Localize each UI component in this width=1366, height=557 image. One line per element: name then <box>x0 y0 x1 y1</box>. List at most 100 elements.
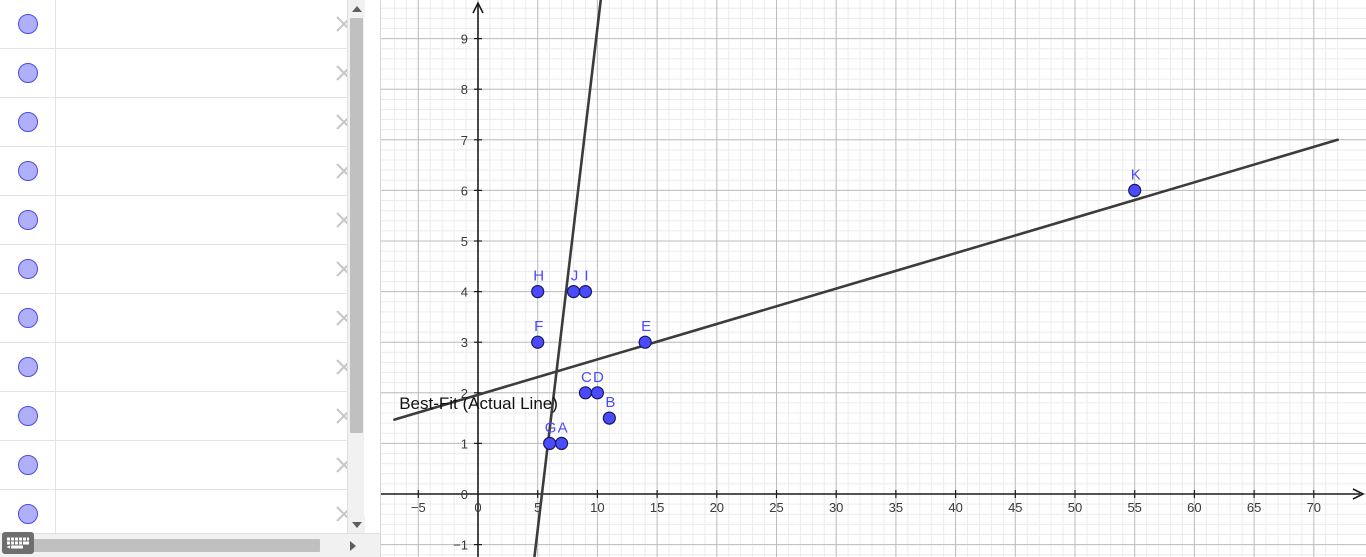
scatter-plot-canvas[interactable]: −5 0 5 10 15 20 25 30 35 40 45 50 55 60 65 70−101234567… <box>381 0 1366 557</box>
line-best-fit-actual-line[interactable] <box>393 138 1339 421</box>
y-tick-label: 2 <box>461 386 468 401</box>
fitted-lines[interactable] <box>393 0 1339 557</box>
line-label: Best-Fit (Actual Line) <box>399 394 558 413</box>
row-marker-cell[interactable] <box>0 391 56 441</box>
algebra-input-field[interactable] <box>56 49 364 98</box>
data-point-G[interactable] <box>543 436 557 450</box>
graphics-view[interactable]: −5 0 5 10 15 20 25 30 35 40 45 50 55 60 65 70 −1 0 1 2 3 4 5 6 7… <box>381 0 1366 557</box>
data-point-label-C: C <box>581 369 592 386</box>
row-marker-cell[interactable] <box>0 440 56 490</box>
point-visibility-marker-icon[interactable] <box>17 210 38 230</box>
row-marker-cell[interactable] <box>0 244 56 294</box>
data-point-label-E: E <box>641 318 651 335</box>
algebra-input-field[interactable] <box>56 490 364 534</box>
sidebar-horizontal-scrollbar[interactable] <box>0 533 381 557</box>
line-trend-line[interactable] <box>533 0 603 557</box>
algebra-input-field[interactable] <box>56 245 364 294</box>
y-tick-label: 9 <box>461 32 468 47</box>
row-marker-cell[interactable] <box>0 48 56 98</box>
data-point-label-J: J <box>571 268 579 285</box>
point-visibility-marker-icon[interactable] <box>17 161 38 181</box>
y-tick-label: 0 <box>461 487 468 502</box>
data-point-A[interactable] <box>554 436 569 450</box>
scroll-right-arrow-icon[interactable] <box>344 537 361 554</box>
algebra-input-field[interactable] <box>56 98 364 147</box>
point-visibility-marker-icon[interactable] <box>17 308 38 328</box>
algebra-input-field[interactable] <box>56 0 364 49</box>
data-point-I[interactable] <box>578 285 593 299</box>
point-visibility-marker-icon[interactable] <box>17 259 38 279</box>
y-tick-label: 8 <box>461 82 468 97</box>
axis-tick-labels: −5 0 5 10 15 20 25 30 35 40 45 50 55 60 65 70−101234567… <box>411 32 1321 553</box>
point-visibility-marker-icon[interactable] <box>17 63 38 83</box>
data-point-E[interactable] <box>638 335 652 349</box>
data-point-label-F: F <box>534 318 543 335</box>
x-tick-label: 40 <box>948 500 962 515</box>
algebra-row[interactable] <box>0 293 364 343</box>
data-point-label-K: K <box>1131 166 1141 183</box>
point-visibility-marker-icon[interactable] <box>17 112 38 132</box>
data-point-D[interactable] <box>590 386 604 400</box>
algebra-row[interactable] <box>0 342 364 392</box>
x-tick-label: 5 <box>534 500 541 515</box>
axes <box>381 1 1365 557</box>
vertical-scrollbar-thumb[interactable] <box>350 18 363 433</box>
algebra-input-field[interactable] <box>56 343 364 392</box>
data-point-F[interactable] <box>531 335 545 349</box>
keyboard-icon <box>5 535 31 551</box>
data-point-H[interactable] <box>531 285 545 299</box>
point-visibility-marker-icon[interactable] <box>17 357 38 377</box>
keyboard-toggle-button[interactable] <box>2 532 34 554</box>
point-visibility-marker-icon[interactable] <box>17 455 38 475</box>
algebra-row[interactable] <box>0 48 364 98</box>
x-tick-label: 65 <box>1247 500 1261 515</box>
row-marker-cell[interactable] <box>0 195 56 245</box>
scroll-down-arrow-icon[interactable] <box>348 516 365 533</box>
point-visibility-marker-icon[interactable] <box>17 504 38 524</box>
algebra-input-field[interactable] <box>56 392 364 441</box>
algebra-input-field[interactable] <box>56 196 364 245</box>
data-point-J[interactable] <box>566 285 581 299</box>
row-marker-cell[interactable] <box>0 293 56 343</box>
algebra-row[interactable] <box>0 146 364 196</box>
algebra-row[interactable] <box>0 391 364 441</box>
x-tick-label: 30 <box>829 500 843 515</box>
x-tick-label: −5 <box>411 500 426 515</box>
row-marker-cell[interactable] <box>0 0 56 49</box>
scroll-up-arrow-icon[interactable] <box>348 0 365 17</box>
x-tick-label: 15 <box>650 500 664 515</box>
data-points[interactable] <box>531 183 1142 450</box>
row-marker-cell[interactable] <box>0 342 56 392</box>
algebra-row[interactable] <box>0 0 364 49</box>
data-point-label-G: G <box>545 419 557 436</box>
x-tick-label: 35 <box>889 500 903 515</box>
algebra-row[interactable] <box>0 440 364 490</box>
data-point-K[interactable] <box>1128 183 1142 197</box>
horizontal-scrollbar-thumb[interactable] <box>22 539 320 552</box>
algebra-input-field[interactable] <box>56 441 364 490</box>
algebra-rows-list <box>0 0 364 533</box>
x-tick-label: 70 <box>1307 500 1321 515</box>
algebra-input-field[interactable] <box>56 294 364 343</box>
y-tick-label: 5 <box>461 234 468 249</box>
algebra-row[interactable] <box>0 489 364 534</box>
row-marker-cell[interactable] <box>0 97 56 147</box>
line-labels: Trend LineBest-Fit (Actual Line) <box>399 394 558 413</box>
y-tick-label: 7 <box>461 133 468 148</box>
data-point-C[interactable] <box>578 386 593 400</box>
row-marker-cell[interactable] <box>0 146 56 196</box>
x-tick-label: 45 <box>1008 500 1022 515</box>
data-point-label-I: I <box>584 268 588 285</box>
point-visibility-marker-icon[interactable] <box>17 406 38 426</box>
point-visibility-marker-icon[interactable] <box>17 14 38 34</box>
y-tick-label: −1 <box>453 538 468 553</box>
sidebar-vertical-scrollbar[interactable] <box>347 0 365 533</box>
algebra-row[interactable] <box>0 97 364 147</box>
algebra-row[interactable] <box>0 244 364 294</box>
algebra-input-field[interactable] <box>56 147 364 196</box>
data-point-B[interactable] <box>602 411 616 425</box>
algebra-row[interactable] <box>0 195 364 245</box>
algebra-sidebar <box>0 0 381 557</box>
row-marker-cell[interactable] <box>0 489 56 533</box>
